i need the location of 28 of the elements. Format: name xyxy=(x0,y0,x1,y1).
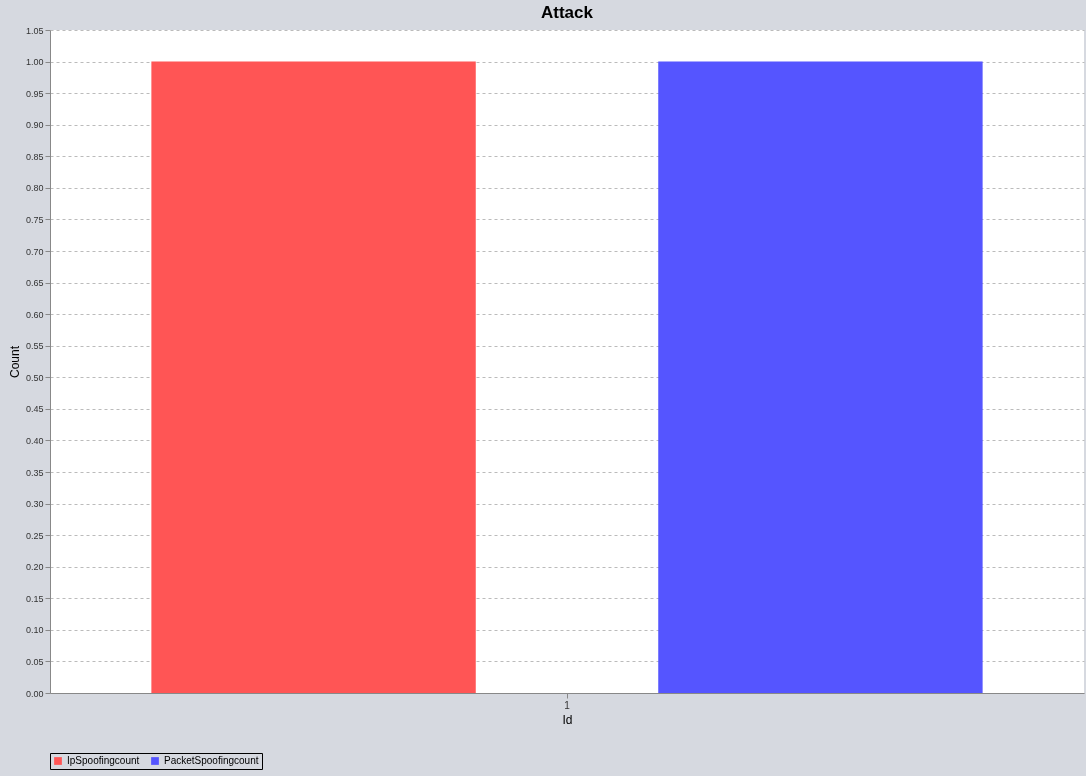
y-tick-label: 0.30 xyxy=(25,499,44,510)
y-tick-label: 0.25 xyxy=(25,530,44,541)
y-tick-label: 0.20 xyxy=(25,562,44,573)
y-tick-label: 0.90 xyxy=(25,120,44,131)
y-tick-label: 0.55 xyxy=(25,341,44,352)
y-tick-label: 0.65 xyxy=(25,278,44,289)
y-tick-label: 0.00 xyxy=(25,688,44,699)
legend-label: PacketSpoofingcount xyxy=(164,755,259,766)
chart-title: Attack xyxy=(541,3,594,22)
y-tick-label: 0.75 xyxy=(25,214,44,225)
y-tick-label: 0.35 xyxy=(25,467,44,478)
y-tick-label: 1.05 xyxy=(25,25,44,36)
y-tick-label: 0.10 xyxy=(25,625,44,636)
y-tick-label: 0.05 xyxy=(25,656,44,667)
y-tick-label: 0.85 xyxy=(25,151,44,162)
x-axis-title: Id xyxy=(562,712,573,727)
y-tick-label: 0.95 xyxy=(25,88,44,99)
y-tick-label: 0.15 xyxy=(25,593,44,604)
y-tick-label: 0.60 xyxy=(25,309,44,320)
y-tick-label: 0.80 xyxy=(25,183,44,194)
legend-label: IpSpoofingcount xyxy=(67,755,140,766)
x-tick-label: 1 xyxy=(564,699,571,711)
y-tick-label: 1.00 xyxy=(25,57,44,68)
y-tick-label: 0.40 xyxy=(25,435,44,446)
y-tick-label: 0.45 xyxy=(25,404,44,415)
y-axis-title: Count xyxy=(7,345,22,379)
y-tick-label: 0.50 xyxy=(25,372,44,383)
y-tick-label: 0.70 xyxy=(25,246,44,257)
